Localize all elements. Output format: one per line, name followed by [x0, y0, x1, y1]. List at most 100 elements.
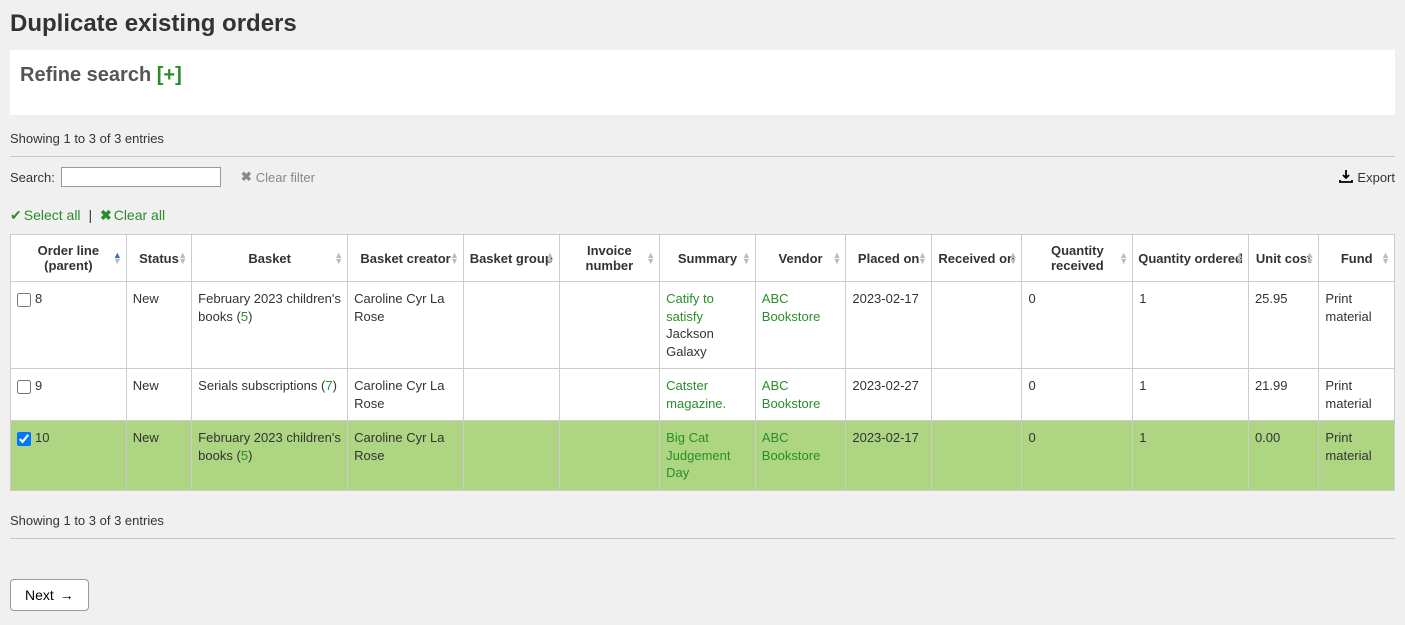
qty-ordered-cell: 1 — [1133, 282, 1249, 369]
search-label: Search: — [10, 170, 55, 185]
col-label: Basket group — [470, 251, 553, 266]
close-icon: ✖ — [241, 169, 252, 185]
refine-search-panel: Refine search [+] — [10, 50, 1395, 115]
invoice-cell — [559, 369, 660, 421]
fund-cell: Print material — [1319, 282, 1395, 369]
col-label: Received on — [938, 251, 1015, 266]
col-placed-on[interactable]: Placed on▲▼ — [846, 235, 932, 282]
sort-icon: ▲▼ — [918, 252, 927, 264]
basket-cell: February 2023 children's books (5) — [192, 282, 348, 369]
basket-number-link[interactable]: 7 — [325, 378, 332, 393]
col-label: Basket creator — [360, 251, 450, 266]
order-line-value: 8 — [35, 291, 42, 306]
row-checkbox[interactable] — [17, 293, 31, 307]
sort-icon: ▲▼ — [1305, 252, 1314, 264]
page-title: Duplicate existing orders — [10, 10, 1395, 38]
basket-number-link[interactable]: 5 — [241, 309, 248, 324]
received-on-cell — [931, 369, 1022, 421]
creator-cell: Caroline Cyr La Rose — [348, 369, 464, 421]
basket-name: February 2023 children's books — [198, 291, 341, 324]
export-button[interactable]: Export — [1339, 170, 1395, 185]
order-line-value: 9 — [35, 378, 42, 393]
sort-icon: ▲▼ — [646, 252, 655, 264]
fund-cell: Print material — [1319, 369, 1395, 421]
basket-group-cell — [463, 282, 559, 369]
summary-cell: Catify to satisfy Jackson Galaxy — [660, 282, 756, 369]
col-basket-group[interactable]: Basket group▲▼ — [463, 235, 559, 282]
entries-info-top: Showing 1 to 3 of 3 entries — [10, 127, 1395, 150]
received-on-cell — [931, 421, 1022, 491]
status-cell: New — [126, 369, 191, 421]
qty-ordered-cell: 1 — [1133, 369, 1249, 421]
vendor-link[interactable]: ABC Bookstore — [762, 291, 821, 324]
vendor-cell: ABC Bookstore — [755, 282, 846, 369]
col-fund[interactable]: Fund▲▼ — [1319, 235, 1395, 282]
order-line-cell: 10 — [11, 421, 127, 491]
clear-all-link[interactable]: Clear all — [114, 207, 165, 223]
col-status[interactable]: Status▲▼ — [126, 235, 191, 282]
sort-icon: ▲▼ — [178, 252, 187, 264]
search-input[interactable] — [61, 167, 221, 187]
basket-name: Serials subscriptions — [198, 378, 317, 393]
col-received-on[interactable]: Received on▲▼ — [931, 235, 1022, 282]
table-row[interactable]: 8 NewFebruary 2023 children's books (5) Ca… — [11, 282, 1395, 369]
vendor-link[interactable]: ABC Bookstore — [762, 430, 821, 463]
invoice-cell — [559, 282, 660, 369]
col-basket[interactable]: Basket▲▼ — [192, 235, 348, 282]
col-summary[interactable]: Summary▲▼ — [660, 235, 756, 282]
qty-received-cell: 0 — [1022, 369, 1133, 421]
vendor-cell: ABC Bookstore — [755, 421, 846, 491]
select-all-link[interactable]: Select all — [24, 207, 81, 223]
table-row[interactable]: 10NewFebruary 2023 children's books (5)C… — [11, 421, 1395, 491]
next-button[interactable]: Next → — [10, 579, 89, 611]
divider — [10, 538, 1395, 539]
col-unit-cost[interactable]: Unit cost▲▼ — [1248, 235, 1318, 282]
col-qty-received[interactable]: Quantity received▲▼ — [1022, 235, 1133, 282]
row-checkbox[interactable] — [17, 432, 31, 446]
qty-ordered-cell: 1 — [1133, 421, 1249, 491]
col-invoice-number[interactable]: Invoice number▲▼ — [559, 235, 660, 282]
status-cell: New — [126, 421, 191, 491]
row-checkbox[interactable] — [17, 380, 31, 394]
received-on-cell — [931, 282, 1022, 369]
col-label: Quantity ordered — [1138, 251, 1243, 266]
order-line-cell: 8 — [11, 282, 127, 369]
col-qty-ordered[interactable]: Quantity ordered▲▼ — [1133, 235, 1249, 282]
sort-icon: ▲▼ — [113, 252, 122, 264]
col-vendor[interactable]: Vendor▲▼ — [755, 235, 846, 282]
table-row[interactable]: 9 NewSerials subscriptions (7)Caroline Cy… — [11, 369, 1395, 421]
sort-icon: ▲▼ — [546, 252, 555, 264]
col-order-line[interactable]: Order line (parent)▲▼ — [11, 235, 127, 282]
col-label: Quantity received — [1051, 243, 1104, 273]
col-label: Fund — [1341, 251, 1373, 266]
summary-title-link[interactable]: Big Cat Judgement Day — [666, 430, 730, 480]
sort-icon: ▲▼ — [742, 252, 751, 264]
basket-group-cell — [463, 421, 559, 491]
qty-received-cell: 0 — [1022, 421, 1133, 491]
col-label: Basket — [248, 251, 291, 266]
col-label: Placed on — [858, 251, 919, 266]
sort-icon: ▲▼ — [1009, 252, 1018, 264]
expand-icon[interactable]: [+] — [157, 64, 182, 86]
summary-title-link[interactable]: Catster magazine. — [666, 378, 726, 411]
status-cell: New — [126, 282, 191, 369]
sort-icon: ▲▼ — [832, 252, 841, 264]
vendor-link[interactable]: ABC Bookstore — [762, 378, 821, 411]
clear-filter-button[interactable]: ✖ Clear filter — [241, 169, 315, 185]
separator: | — [88, 207, 92, 223]
placed-on-cell: 2023-02-27 — [846, 369, 932, 421]
basket-name: February 2023 children's books — [198, 430, 341, 463]
unit-cost-cell: 25.95 — [1248, 282, 1318, 369]
selection-links: ✔Select all | ✖Clear all — [10, 207, 1395, 224]
basket-number-link[interactable]: 5 — [241, 448, 248, 463]
refine-search-label: Refine search — [20, 64, 157, 86]
check-icon: ✔ — [10, 207, 22, 223]
creator-cell: Caroline Cyr La Rose — [348, 421, 464, 491]
basket-cell: Serials subscriptions (7) — [192, 369, 348, 421]
unit-cost-cell: 21.99 — [1248, 369, 1318, 421]
col-basket-creator[interactable]: Basket creator▲▼ — [348, 235, 464, 282]
next-label: Next — [25, 587, 54, 603]
summary-cell: Catster magazine. — [660, 369, 756, 421]
summary-title-link[interactable]: Catify to satisfy — [666, 291, 714, 324]
download-icon — [1339, 170, 1353, 184]
